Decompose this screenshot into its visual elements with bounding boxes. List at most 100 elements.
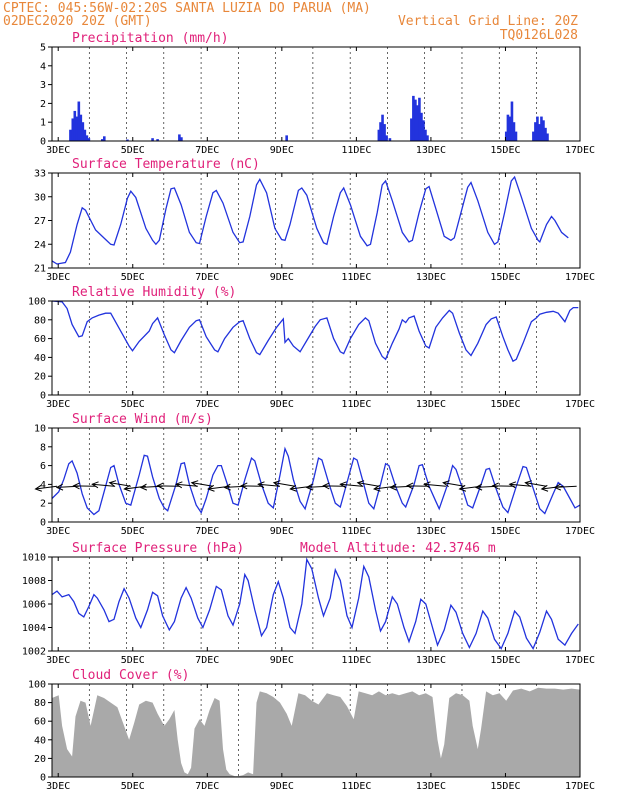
precip-bar (412, 95, 415, 141)
precip-bar (542, 120, 545, 141)
x-tick-label: 7DEC (195, 526, 219, 537)
wind-arrow (356, 480, 379, 488)
wind-arrow-head (423, 481, 431, 489)
wind-arrow (91, 481, 115, 489)
precip-bar (75, 116, 79, 141)
x-tick-label: 17DEC (565, 526, 595, 537)
y-tick-label: 24 (34, 240, 46, 251)
precip-bar (156, 139, 159, 141)
y-tick-label: 4 (40, 480, 46, 491)
x-tick-label: 5DEC (121, 781, 145, 792)
x-tick-label: 13DEC (416, 781, 446, 792)
y-tick-label: 20 (34, 372, 46, 383)
precip-bar (126, 139, 129, 141)
y-tick-label: 5 (40, 43, 46, 54)
x-tick-label: 5DEC (121, 272, 145, 283)
cloud-cover-panel: Cloud Cover (%) 0 20 40 60 80 100 3DEC 5DEC 7DEC… (28, 668, 595, 792)
x-tick-label: 15DEC (490, 526, 520, 537)
humidity-line (51, 300, 579, 363)
y-tick-label: 1 (40, 118, 46, 129)
x-tick-label: 3DEC (46, 526, 70, 537)
precip-bar (87, 138, 91, 141)
y-tick-label: 10 (34, 424, 46, 435)
x-tick-label: 7DEC (195, 272, 219, 283)
wind-arrow-head (508, 481, 517, 489)
y-tick-label: 1004 (22, 623, 46, 634)
wind-arrow (257, 481, 281, 489)
x-tick-label: 3DEC (46, 655, 70, 666)
wind-arrow-head (442, 480, 450, 488)
wind-arrow (423, 481, 446, 489)
precip-bar (285, 135, 288, 141)
wind-arrow (491, 482, 515, 490)
wind-arrow (108, 480, 131, 488)
wind-arrow-head (339, 481, 347, 489)
precip-bar (546, 133, 549, 141)
precip-bar (510, 101, 514, 141)
x-tick-label: 7DEC (195, 655, 219, 666)
wind-arrow-head (123, 484, 131, 492)
wind-arrow-head (72, 482, 80, 490)
precip-bar (377, 129, 381, 141)
wind-arrow (322, 482, 346, 490)
y-tick-label: 80 (34, 698, 46, 709)
precip-bar (508, 116, 512, 141)
wind-arrow (406, 482, 430, 490)
wind-arrow-head (156, 482, 164, 490)
precip-bar (379, 122, 382, 141)
wind-arrow-head (240, 482, 248, 490)
x-tick-label: 11DEC (341, 655, 371, 666)
precipitation-panel: Precipitation (mm/h) 0 1 2 3 4 5 3DEC 5DEC 7DEC 9… (40, 31, 595, 156)
y-tick-label: 33 (34, 169, 46, 180)
pressure-panel: Surface Pressure (hPa) Model Altitude: 4… (22, 541, 595, 666)
header-run-date: 02DEC2020 20Z (GMT) (3, 14, 152, 29)
x-tick-label: 11DEC (341, 781, 371, 792)
wind-arrow-head (55, 483, 64, 491)
wind-arrow-head (257, 481, 265, 489)
wind-arrow-shaft (191, 482, 213, 487)
wind-arrow-head (139, 483, 148, 491)
wind-arrow-head (91, 481, 99, 489)
precip-bar (506, 114, 510, 141)
y-tick-label: 2 (40, 499, 46, 510)
wind-arrow-shaft (92, 483, 115, 487)
x-tick-label: 3DEC (46, 145, 70, 156)
y-tick-label: 40 (34, 353, 46, 364)
y-tick-label: 1002 (22, 647, 46, 658)
x-tick-label: 3DEC (46, 272, 70, 283)
wind-arrow-shaft (176, 483, 198, 487)
wind-arrow-head (322, 482, 330, 490)
wind-arrow (190, 480, 213, 488)
header-model: TQ0126L028 (500, 28, 578, 43)
precip-bar (504, 131, 508, 141)
x-tick-label: 15DEC (490, 399, 520, 410)
pressure-line (51, 557, 579, 651)
precip-bar (532, 131, 535, 141)
x-tick-label: 9DEC (270, 399, 294, 410)
wind-arrow-head (540, 484, 549, 492)
x-tick-label: 13DEC (416, 272, 446, 283)
x-tick-label: 15DEC (490, 145, 520, 156)
precip-bar (102, 136, 106, 141)
precip-bar (83, 129, 87, 141)
y-tick-label: 1008 (22, 576, 46, 587)
x-tick-label: 9DEC (270, 272, 294, 283)
precipitation-title: Precipitation (mm/h) (72, 31, 229, 46)
precip-bar (414, 99, 417, 141)
y-tick-label: 1010 (22, 553, 46, 564)
model-altitude-annotation: Model Altitude: 42.3746 m (300, 541, 496, 556)
wind-arrow (240, 482, 264, 490)
x-tick-label: 17DEC (565, 781, 595, 792)
x-tick-label: 13DEC (416, 145, 446, 156)
wind-arrow-head (174, 481, 183, 489)
x-tick-label: 11DEC (341, 399, 371, 410)
precip-bar (426, 135, 429, 141)
x-tick-label: 11DEC (341, 145, 371, 156)
x-tick-label: 13DEC (416, 399, 446, 410)
temperature-line (51, 175, 569, 265)
wind-arrow-head (272, 480, 281, 488)
precip-bar (416, 105, 419, 141)
precip-bar (85, 135, 89, 141)
y-tick-label: 4 (40, 61, 46, 72)
y-tick-label: 21 (34, 264, 46, 275)
